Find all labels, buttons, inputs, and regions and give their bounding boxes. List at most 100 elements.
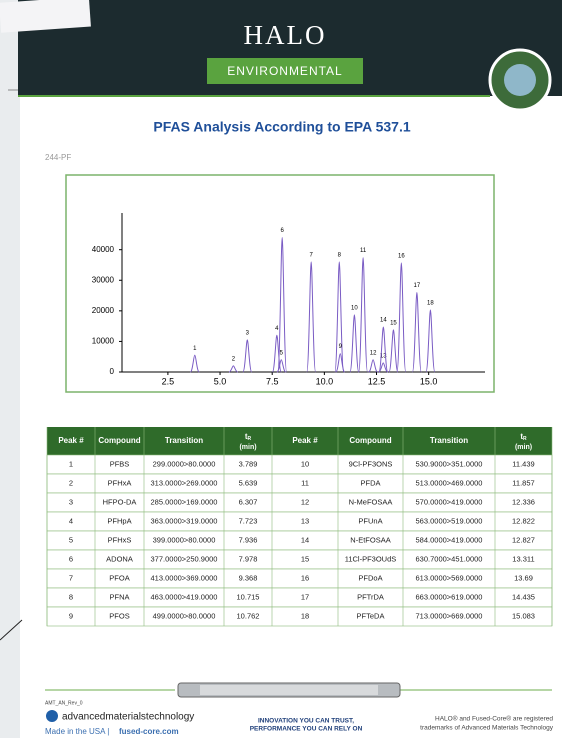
- revision: AMT_AN_Rev_0: [45, 700, 83, 706]
- peak-label: 11: [360, 248, 367, 254]
- table-cell: 12.336: [512, 497, 535, 506]
- table-cell: 663.0000>619.0000: [416, 592, 483, 601]
- table-cell: 363.0000>319.0000: [151, 516, 218, 525]
- table-cell: 7: [69, 573, 73, 582]
- website[interactable]: fused-core.com: [119, 727, 179, 736]
- table-cell: PFDoA: [358, 573, 382, 582]
- table-cell: 9: [69, 611, 73, 620]
- header-cell: Transition: [430, 436, 468, 445]
- table-cell: 10.715: [237, 592, 260, 601]
- x-tick-label: 15.0: [420, 376, 438, 386]
- x-tick-label: 12.5: [368, 376, 386, 386]
- y-tick-label: 40000: [92, 245, 115, 254]
- column-body: [200, 685, 378, 695]
- table-cell: 7.936: [239, 535, 258, 544]
- page: HALO ENVIRONMENTAL PFAS Analysis Accordi…: [0, 0, 562, 738]
- table-cell: 10: [301, 459, 309, 468]
- x-tick-label: 10.0: [316, 376, 334, 386]
- table-cell: 299.0000>80.0000: [153, 459, 216, 468]
- code: 244-PF: [45, 153, 71, 162]
- table-cell: 1: [69, 459, 73, 468]
- table-cell: PFOA: [109, 573, 129, 582]
- peak-label: 15: [390, 320, 397, 326]
- table-cell: PFUnA: [358, 516, 382, 525]
- y-tick-label: 0: [110, 367, 115, 376]
- table-cell: 14: [301, 535, 309, 544]
- peak-label: 18: [427, 301, 434, 307]
- header-unit: (min): [239, 444, 256, 451]
- table-cell: 613.0000>569.0000: [416, 573, 483, 582]
- section: ENVIRONMENTAL: [227, 64, 342, 78]
- made-in: Made in the USA |: [45, 727, 109, 736]
- table-cell: PFHxA: [108, 478, 132, 487]
- table-cell: ADONA: [106, 554, 133, 563]
- forest-icon-sky: [504, 64, 536, 96]
- table-cell: HFPO-DA: [103, 497, 137, 506]
- table-cell: N-MeFOSAA: [349, 497, 393, 506]
- table-cell: 13.69: [514, 573, 533, 582]
- table-cell: 563.0000>519.0000: [416, 516, 483, 525]
- table-cell: PFBS: [110, 459, 130, 468]
- document: HALO ENVIRONMENTAL PFAS Analysis Accordi…: [0, 0, 562, 738]
- trademark: HALO® and Fused-Core® are registered: [435, 715, 553, 723]
- peak-label: 12: [370, 350, 377, 356]
- x-tick-label: 7.5: [266, 376, 279, 386]
- table-cell: 630.7000>451.0000: [416, 554, 483, 563]
- table-cell: 5.639: [239, 478, 258, 487]
- table-cell: 8: [69, 592, 73, 601]
- table-cell: 513.0000>469.0000: [416, 478, 483, 487]
- table-cell: PFHxS: [108, 535, 132, 544]
- table-cell: 570.0000>419.0000: [416, 497, 483, 506]
- table-cell: 2: [69, 478, 73, 487]
- slogan: PERFORMANCE YOU CAN RELY ON: [250, 726, 363, 733]
- header-cell: Compound: [349, 436, 391, 445]
- table-cell: 3.789: [239, 459, 258, 468]
- table-cell: 13.311: [512, 554, 534, 563]
- chart-frame: [66, 175, 494, 392]
- header-sub: R: [523, 436, 527, 442]
- table-cell: 14.435: [512, 592, 535, 601]
- table-cell: 399.0000>80.0000: [153, 535, 216, 544]
- table-cell: 413.0000>369.0000: [151, 573, 218, 582]
- table-cell: 15: [301, 554, 309, 563]
- table-cell: 4: [69, 516, 73, 525]
- y-tick-label: 10000: [92, 337, 115, 346]
- table-cell: 9Cl-PF3ONS: [349, 459, 393, 468]
- table-cell: 13: [301, 516, 309, 525]
- title: PFAS Analysis According to EPA 537.1: [153, 119, 410, 135]
- y-tick-label: 30000: [92, 275, 115, 284]
- table-cell: PFHpA: [107, 516, 131, 525]
- table-cell: 713.0000>669.0000: [416, 611, 483, 620]
- table-cell: PFTrDA: [357, 592, 384, 601]
- table-cell: 9.368: [239, 573, 258, 582]
- table-cell: 3: [69, 497, 73, 506]
- company: advancedmaterialstechnology: [62, 712, 194, 723]
- company-logo: [46, 710, 58, 722]
- table-cell: 11: [301, 478, 309, 487]
- table-cell: PFNA: [109, 592, 129, 601]
- table-cell: 17: [301, 592, 309, 601]
- table-cell: 11.857: [512, 478, 534, 487]
- header-cell: Peak #: [58, 436, 84, 445]
- table-cell: 7.978: [239, 554, 258, 563]
- table-cell: 6.307: [239, 497, 258, 506]
- slogan: INNOVATION YOU CAN TRUST,: [258, 718, 354, 725]
- table-cell: PFOS: [109, 611, 129, 620]
- table-cell: 15.083: [512, 611, 535, 620]
- table-cell: 5: [69, 535, 73, 544]
- header-sub: R: [248, 436, 252, 442]
- table-cell: 7.723: [239, 516, 258, 525]
- x-tick-label: 5.0: [214, 376, 227, 386]
- table-cell: 12.822: [512, 516, 535, 525]
- table-cell: 12.827: [512, 535, 535, 544]
- table-cell: 584.0000>419.0000: [416, 535, 483, 544]
- header-cell: Compound: [98, 436, 140, 445]
- back-page: [0, 0, 20, 738]
- table-cell: 11Cl-PF3OUdS: [345, 554, 397, 563]
- y-tick-label: 20000: [92, 306, 115, 315]
- table-cell: PFDA: [360, 478, 380, 487]
- table-cell: N-EtFOSAA: [350, 535, 390, 544]
- table-cell: 530.9000>351.0000: [416, 459, 483, 468]
- table-cell: 16: [301, 573, 309, 582]
